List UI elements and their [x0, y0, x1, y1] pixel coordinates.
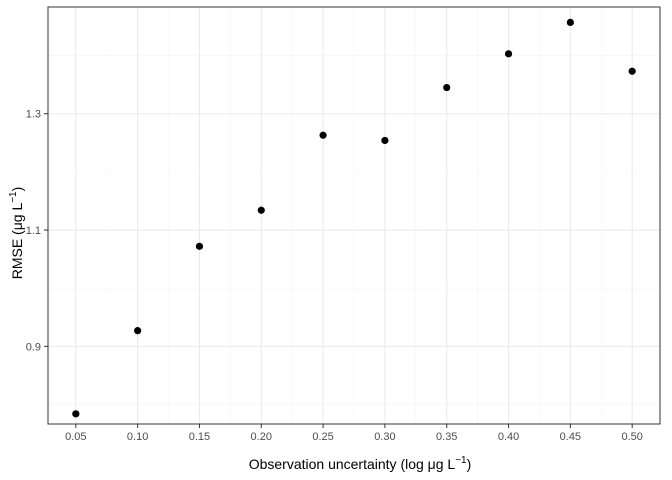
- data-point: [504, 50, 513, 58]
- y-axis-title-suffix: ): [9, 187, 25, 192]
- minor-gridlines: [48, 7, 660, 424]
- x-axis-title-main: Observation uncertainty (log μg L: [249, 456, 456, 472]
- x-tick-label: 0.05: [65, 431, 86, 443]
- x-axis-title-suffix: ): [467, 456, 472, 472]
- x-axis-ticks: 0.05 0.10 0.15 0.20 0.25 0.30 0.35 0.40 0.45 0.50: [65, 424, 643, 443]
- x-tick-label: 0.10: [127, 431, 148, 443]
- y-axis-ticks: 0.9 1.1 1.3: [26, 109, 48, 353]
- y-tick-label: 0.9: [26, 341, 41, 353]
- data-point: [134, 327, 142, 335]
- y-tick-label: 1.3: [26, 109, 41, 121]
- data-point: [381, 136, 389, 145]
- x-axis-title-superscript: −1: [455, 455, 467, 466]
- x-tick-label: 0.45: [560, 431, 581, 443]
- x-tick-label: 0.40: [498, 431, 519, 443]
- panel-border: [47, 6, 661, 425]
- data-point: [443, 83, 451, 92]
- data-point: [257, 206, 265, 214]
- x-axis-title: Observation uncertainty (log μg L−1): [249, 455, 472, 472]
- data-point: [195, 242, 204, 250]
- data-points: [72, 18, 636, 418]
- data-point: [628, 67, 636, 75]
- x-tick-label: 0.15: [189, 431, 210, 443]
- x-tick-label: 0.30: [374, 431, 395, 443]
- x-tick-label: 0.50: [621, 431, 642, 443]
- x-tick-label: 0.25: [312, 431, 333, 443]
- x-tick-label: 0.20: [251, 431, 272, 443]
- x-tick-label: 0.35: [436, 431, 457, 443]
- y-axis-title-main: RMSE (μg L: [9, 203, 25, 280]
- data-point: [566, 18, 574, 27]
- data-point: [319, 131, 327, 139]
- y-axis-title: RMSE (μg L−1): [8, 187, 25, 280]
- y-axis-title-superscript: −1: [8, 191, 19, 203]
- y-tick-label: 1.1: [26, 225, 41, 237]
- major-gridlines: [48, 7, 660, 424]
- data-point: [72, 410, 80, 418]
